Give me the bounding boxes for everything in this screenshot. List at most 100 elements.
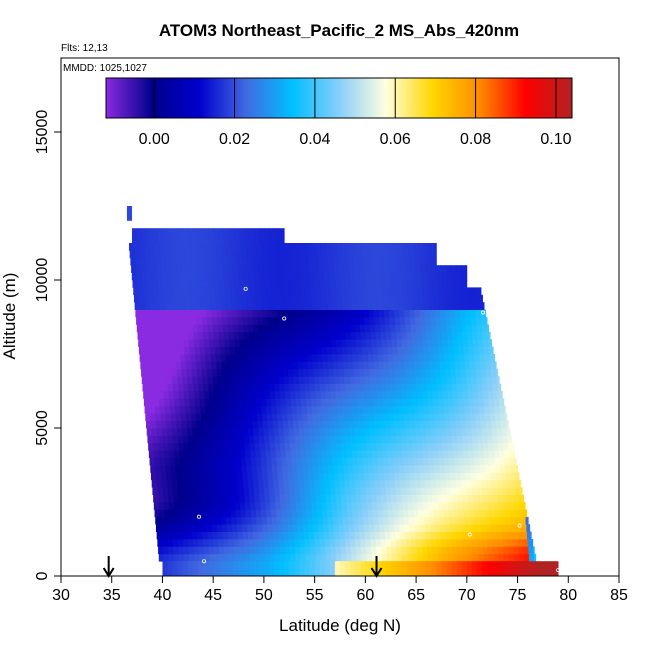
heatmap-cell [369, 524, 375, 532]
heatmap-cell [312, 250, 318, 259]
heatmap-cell [354, 265, 360, 273]
heatmap-cell [435, 368, 441, 377]
heatmap-cell [507, 435, 512, 444]
heatmap-cell [290, 502, 297, 510]
heatmap-cell [515, 465, 518, 473]
heatmap-cell [161, 524, 167, 532]
heatmap-cell [270, 553, 276, 562]
heatmap-cell [328, 317, 335, 325]
heatmap-cell [412, 287, 418, 296]
heatmap-cell [300, 546, 306, 555]
heatmap-cell [144, 243, 150, 251]
heatmap-cell [303, 265, 310, 273]
heatmap-cell [522, 539, 529, 547]
heatmap-cell [390, 428, 396, 436]
heatmap-cell [482, 383, 488, 392]
heatmap-cell [131, 265, 137, 273]
sample-point [282, 316, 287, 321]
heatmap-cell [397, 502, 403, 510]
heatmap-cell [518, 553, 525, 562]
heatmap-cell [158, 494, 164, 503]
heatmap-cell [169, 398, 175, 407]
heatmap-cell [323, 472, 329, 481]
heatmap-cell [258, 539, 265, 547]
heatmap-cell [500, 465, 506, 473]
heatmap-cell [347, 354, 354, 362]
sample-point [517, 523, 522, 528]
heatmap-cell [172, 428, 178, 436]
heatmap-cell [383, 302, 389, 310]
heatmap-cell [222, 368, 228, 377]
heatmap-cell [259, 442, 266, 451]
heatmap-cell [272, 368, 279, 377]
heatmap-cell [523, 494, 525, 503]
heatmap-cell [219, 391, 225, 399]
heatmap-cell [431, 435, 437, 444]
heatmap-cell [278, 376, 285, 384]
heatmap-cell [392, 243, 399, 251]
heatmap-cell [261, 509, 267, 518]
heatmap-cell [204, 294, 211, 303]
x-tick-label: 35 [103, 587, 121, 604]
heatmap-cell [410, 324, 417, 333]
heatmap-cell [434, 465, 440, 473]
heatmap-cell [527, 561, 534, 576]
heatmap-cell [154, 509, 161, 518]
heatmap-cell [389, 309, 395, 318]
heatmap-cell [300, 442, 306, 451]
heatmap-cell [166, 472, 172, 481]
heatmap-cell [240, 509, 247, 518]
heatmap-cell [162, 539, 168, 547]
heatmap-cell [358, 465, 364, 473]
heatmap-cell [238, 383, 245, 392]
heatmap-cell [165, 309, 172, 318]
heatmap-cell [365, 539, 371, 547]
heatmap-cell [183, 339, 190, 347]
heatmap-cell [223, 383, 230, 392]
heatmap-cell [407, 502, 413, 510]
heatmap-cell [167, 324, 173, 333]
heatmap-cell [487, 546, 494, 555]
heatmap-cell [179, 243, 186, 251]
heatmap-cell [375, 331, 382, 340]
heatmap-cell [132, 228, 138, 236]
heatmap-cell [189, 243, 196, 251]
heatmap-cell [362, 354, 369, 362]
heatmap-cell [360, 280, 367, 288]
heatmap-cell [297, 516, 303, 525]
heatmap-cell [329, 272, 336, 281]
heatmap-cell [289, 383, 296, 392]
heatmap-cell [447, 553, 454, 562]
heatmap-cell [290, 287, 296, 296]
heatmap-cell [469, 413, 476, 421]
heatmap-cell [233, 272, 239, 281]
heatmap-cell [284, 435, 290, 444]
heatmap-cell [311, 509, 318, 518]
heatmap-cell [517, 487, 523, 495]
heatmap-cell [232, 524, 238, 532]
heatmap-cell [147, 280, 154, 288]
heatmap-cell [280, 287, 286, 296]
heatmap-cell [296, 354, 303, 362]
heatmap-cell [504, 457, 511, 466]
heatmap-cell [331, 502, 337, 510]
heatmap-cell [160, 516, 166, 525]
heatmap-cell [291, 354, 298, 362]
heatmap-cell [199, 553, 205, 562]
heatmap-cell [400, 531, 406, 540]
heatmap-cell [248, 272, 254, 281]
heatmap-cell [378, 250, 384, 259]
heatmap-cell [459, 516, 466, 525]
heatmap-cell [238, 435, 245, 444]
heatmap-cell [232, 420, 238, 429]
heatmap-cell [159, 457, 166, 466]
heatmap-cell [350, 539, 356, 547]
heatmap-cell [453, 346, 459, 355]
heatmap-cell [450, 265, 457, 273]
heatmap-cell [355, 280, 362, 288]
heatmap-cell [249, 280, 255, 288]
heatmap-cell [349, 376, 356, 384]
heatmap-cell [485, 465, 491, 473]
heatmap-cell [211, 361, 217, 370]
heatmap-cell [229, 546, 235, 555]
